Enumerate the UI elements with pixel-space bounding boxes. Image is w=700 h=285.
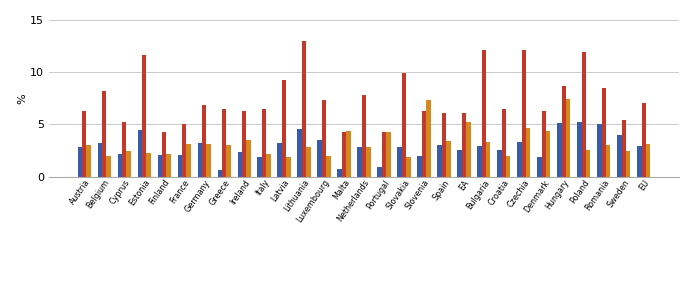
- Bar: [186, 144, 190, 177]
- Bar: [138, 130, 142, 177]
- Bar: [578, 122, 582, 177]
- Bar: [258, 157, 262, 177]
- Bar: [557, 123, 561, 177]
- Bar: [142, 56, 146, 177]
- Y-axis label: %: %: [18, 93, 27, 104]
- Bar: [586, 150, 590, 177]
- Bar: [262, 109, 266, 177]
- Bar: [286, 157, 290, 177]
- Bar: [486, 142, 491, 177]
- Bar: [377, 167, 382, 177]
- Bar: [402, 73, 406, 177]
- Bar: [118, 154, 122, 177]
- Bar: [522, 50, 526, 177]
- Bar: [482, 50, 486, 177]
- Bar: [206, 144, 211, 177]
- Bar: [342, 132, 346, 177]
- Bar: [97, 143, 102, 177]
- Bar: [362, 95, 366, 177]
- Bar: [617, 135, 622, 177]
- Bar: [222, 109, 226, 177]
- Bar: [298, 129, 302, 177]
- Bar: [242, 111, 246, 177]
- Bar: [346, 131, 351, 177]
- Bar: [637, 146, 642, 177]
- Bar: [417, 156, 422, 177]
- Bar: [237, 152, 242, 177]
- Bar: [517, 142, 522, 177]
- Bar: [406, 157, 411, 177]
- Bar: [438, 145, 442, 177]
- Bar: [398, 147, 402, 177]
- Legend: 2021, 2022, 2023: 2021, 2022, 2023: [239, 280, 489, 285]
- Bar: [302, 41, 306, 177]
- Bar: [162, 132, 167, 177]
- Bar: [542, 111, 546, 177]
- Bar: [606, 145, 610, 177]
- Bar: [226, 145, 231, 177]
- Bar: [197, 143, 202, 177]
- Bar: [538, 157, 542, 177]
- Bar: [282, 80, 286, 177]
- Bar: [78, 147, 82, 177]
- Bar: [566, 99, 570, 177]
- Bar: [266, 154, 271, 177]
- Bar: [86, 145, 91, 177]
- Bar: [597, 125, 601, 177]
- Bar: [582, 52, 586, 177]
- Bar: [122, 122, 127, 177]
- Bar: [466, 122, 470, 177]
- Bar: [167, 154, 171, 177]
- Bar: [386, 132, 391, 177]
- Bar: [82, 111, 86, 177]
- Bar: [246, 140, 251, 177]
- Bar: [546, 131, 550, 177]
- Bar: [497, 150, 502, 177]
- Bar: [477, 146, 482, 177]
- Bar: [426, 100, 430, 177]
- Bar: [642, 103, 646, 177]
- Bar: [601, 88, 606, 177]
- Bar: [322, 100, 326, 177]
- Bar: [561, 86, 566, 177]
- Bar: [218, 170, 222, 177]
- Bar: [178, 155, 182, 177]
- Bar: [442, 113, 446, 177]
- Bar: [502, 109, 506, 177]
- Bar: [358, 147, 362, 177]
- Bar: [317, 140, 322, 177]
- Bar: [182, 125, 186, 177]
- Bar: [326, 156, 330, 177]
- Bar: [366, 147, 370, 177]
- Bar: [526, 128, 531, 177]
- Bar: [646, 144, 650, 177]
- Bar: [158, 155, 162, 177]
- Bar: [127, 150, 131, 177]
- Bar: [306, 147, 311, 177]
- Bar: [102, 91, 106, 177]
- Bar: [626, 150, 631, 177]
- Bar: [506, 156, 510, 177]
- Bar: [337, 169, 342, 177]
- Bar: [277, 143, 282, 177]
- Bar: [457, 150, 462, 177]
- Bar: [202, 105, 206, 177]
- Bar: [622, 120, 626, 177]
- Bar: [462, 113, 466, 177]
- Bar: [422, 111, 426, 177]
- Bar: [446, 141, 451, 177]
- Bar: [382, 132, 386, 177]
- Bar: [106, 156, 111, 177]
- Bar: [146, 153, 150, 177]
